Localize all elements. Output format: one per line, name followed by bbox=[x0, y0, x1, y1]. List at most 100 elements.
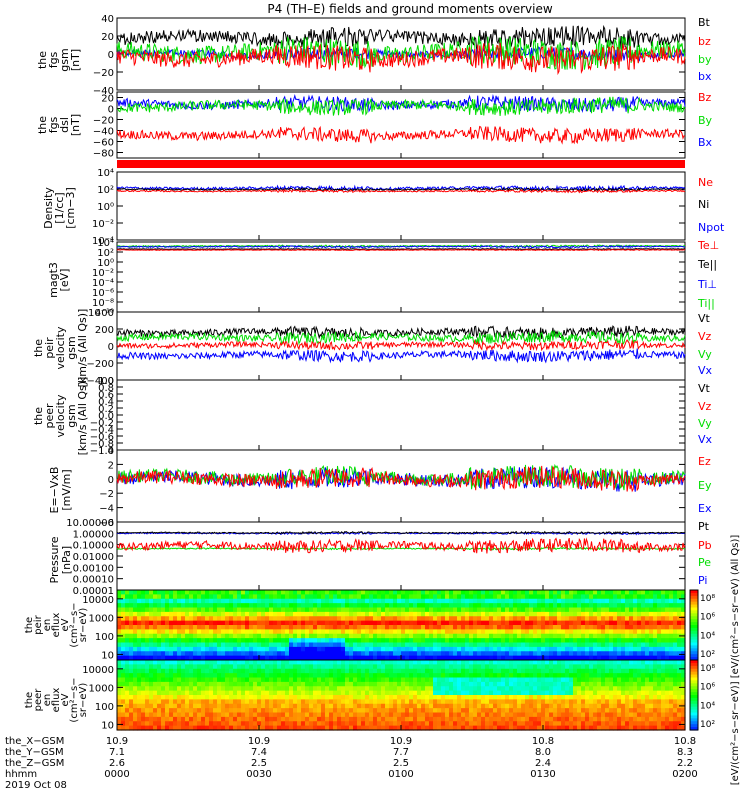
heatmap-cell bbox=[581, 673, 586, 679]
heatmap-cell bbox=[389, 668, 394, 674]
heatmap-cell bbox=[237, 721, 242, 727]
heatmap-cell bbox=[289, 642, 294, 648]
heatmap-cell bbox=[673, 620, 678, 626]
heatmap-cell bbox=[557, 681, 562, 687]
heatmap-cell bbox=[353, 629, 358, 635]
heatmap-cell bbox=[597, 673, 602, 679]
heatmap-cell bbox=[225, 677, 230, 683]
heatmap-cell bbox=[313, 686, 318, 692]
heatmap-cell bbox=[325, 660, 330, 665]
heatmap-cell bbox=[373, 625, 378, 630]
heatmap-cell bbox=[225, 638, 230, 644]
heatmap-cell bbox=[521, 629, 526, 635]
heatmap-cell bbox=[437, 686, 442, 692]
heatmap-cell bbox=[293, 629, 298, 635]
legend-ti-perp: Ti⊥ bbox=[697, 278, 717, 291]
legend-bx: Bx bbox=[698, 136, 713, 149]
heatmap-cell bbox=[213, 725, 218, 731]
heatmap-cell bbox=[573, 664, 578, 670]
heatmap-cell bbox=[489, 629, 494, 635]
heatmap-cell bbox=[561, 646, 566, 652]
heatmap-cell bbox=[273, 725, 278, 731]
heatmap-cell bbox=[193, 712, 198, 718]
heatmap-cell bbox=[297, 686, 302, 692]
heatmap-cell bbox=[621, 611, 626, 617]
heatmap-cell bbox=[585, 638, 590, 644]
heatmap-cell bbox=[533, 703, 538, 709]
heatmap-cell bbox=[673, 603, 678, 609]
heatmap-cell bbox=[665, 681, 670, 687]
heatmap-cell bbox=[513, 625, 518, 630]
heatmap-cell bbox=[273, 699, 278, 705]
heatmap-cell bbox=[305, 655, 310, 661]
heatmap-cell bbox=[373, 708, 378, 714]
heatmap-cell bbox=[633, 690, 638, 696]
heatmap-cell bbox=[169, 629, 174, 635]
heatmap-cell bbox=[673, 686, 678, 692]
heatmap-cell bbox=[481, 660, 486, 665]
heatmap-cell bbox=[117, 725, 122, 731]
heatmap-cell bbox=[305, 716, 310, 722]
heatmap-cell bbox=[213, 699, 218, 705]
heatmap-cell bbox=[429, 721, 434, 727]
heatmap-cell bbox=[489, 686, 494, 692]
heatmap-cell bbox=[309, 664, 314, 670]
colorbar-step bbox=[690, 709, 698, 714]
heatmap-cell bbox=[557, 660, 562, 665]
heatmap-cell bbox=[657, 677, 662, 683]
heatmap-cell bbox=[181, 660, 186, 665]
heatmap-cell bbox=[517, 725, 522, 731]
heatmap-cell bbox=[117, 590, 122, 595]
heatmap-cell bbox=[289, 703, 294, 709]
heatmap-cell bbox=[437, 633, 442, 639]
heatmap-cell bbox=[613, 703, 618, 709]
heatmap-cell bbox=[501, 629, 506, 635]
heatmap-cell bbox=[321, 594, 326, 600]
heatmap-cell bbox=[229, 708, 234, 714]
heatmap-cell bbox=[241, 673, 246, 679]
heatmap-cell bbox=[625, 616, 630, 622]
heatmap-cell bbox=[453, 721, 458, 727]
heatmap-cell bbox=[305, 611, 310, 617]
heatmap-cell bbox=[573, 590, 578, 595]
heatmap-cell bbox=[197, 642, 202, 648]
heatmap-cell bbox=[253, 603, 258, 609]
heatmap-cell bbox=[497, 725, 502, 731]
ytick-label: 10⁻¹⁰ bbox=[88, 308, 114, 319]
heatmap-cell bbox=[165, 721, 170, 727]
heatmap-cell bbox=[225, 695, 230, 700]
heatmap-cell bbox=[241, 699, 246, 705]
heatmap-cell bbox=[553, 690, 558, 696]
heatmap-cell bbox=[181, 699, 186, 705]
heatmap-cell bbox=[533, 633, 538, 639]
heatmap-cell bbox=[157, 681, 162, 687]
heatmap-cell bbox=[601, 594, 606, 600]
heatmap-cell bbox=[569, 686, 574, 692]
colorbar-step bbox=[690, 689, 698, 693]
heatmap-cell bbox=[433, 681, 438, 687]
heatmap-cell bbox=[253, 673, 258, 679]
heatmap-cell bbox=[369, 620, 374, 626]
heatmap-cell bbox=[649, 611, 654, 617]
heatmap-cell bbox=[593, 677, 598, 683]
heatmap-cell bbox=[481, 690, 486, 696]
heatmap-cell bbox=[297, 690, 302, 696]
heatmap-cell bbox=[601, 646, 606, 652]
heatmap-cell bbox=[245, 598, 250, 604]
heatmap-cell bbox=[205, 695, 210, 700]
heatmap-cell bbox=[537, 607, 542, 613]
heatmap-cell bbox=[197, 695, 202, 700]
heatmap-cell bbox=[529, 708, 534, 714]
heatmap-cell bbox=[449, 664, 454, 670]
heatmap-cell bbox=[533, 611, 538, 617]
heatmap-cell bbox=[473, 699, 478, 705]
heatmap-cell bbox=[381, 590, 386, 595]
heatmap-cell bbox=[397, 721, 402, 727]
heatmap-cell bbox=[609, 642, 614, 648]
heatmap-cell bbox=[665, 664, 670, 670]
heatmap-cell bbox=[657, 646, 662, 652]
heatmap-cell bbox=[557, 695, 562, 700]
heatmap-cell bbox=[561, 590, 566, 595]
heatmap-cell bbox=[465, 642, 470, 648]
colorbar-step bbox=[690, 595, 698, 600]
